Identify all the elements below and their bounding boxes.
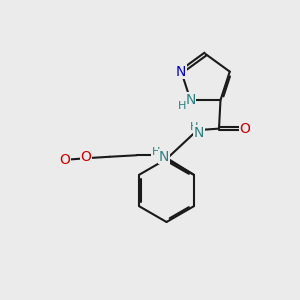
Text: O: O (240, 122, 250, 136)
Text: N: N (194, 126, 204, 140)
Text: N: N (159, 150, 169, 164)
Text: N: N (176, 64, 186, 79)
Text: N: N (185, 93, 196, 107)
Text: H: H (178, 100, 186, 110)
Text: H: H (190, 122, 198, 132)
Text: O: O (80, 150, 91, 164)
Text: H: H (152, 147, 160, 157)
Text: O: O (59, 153, 70, 167)
